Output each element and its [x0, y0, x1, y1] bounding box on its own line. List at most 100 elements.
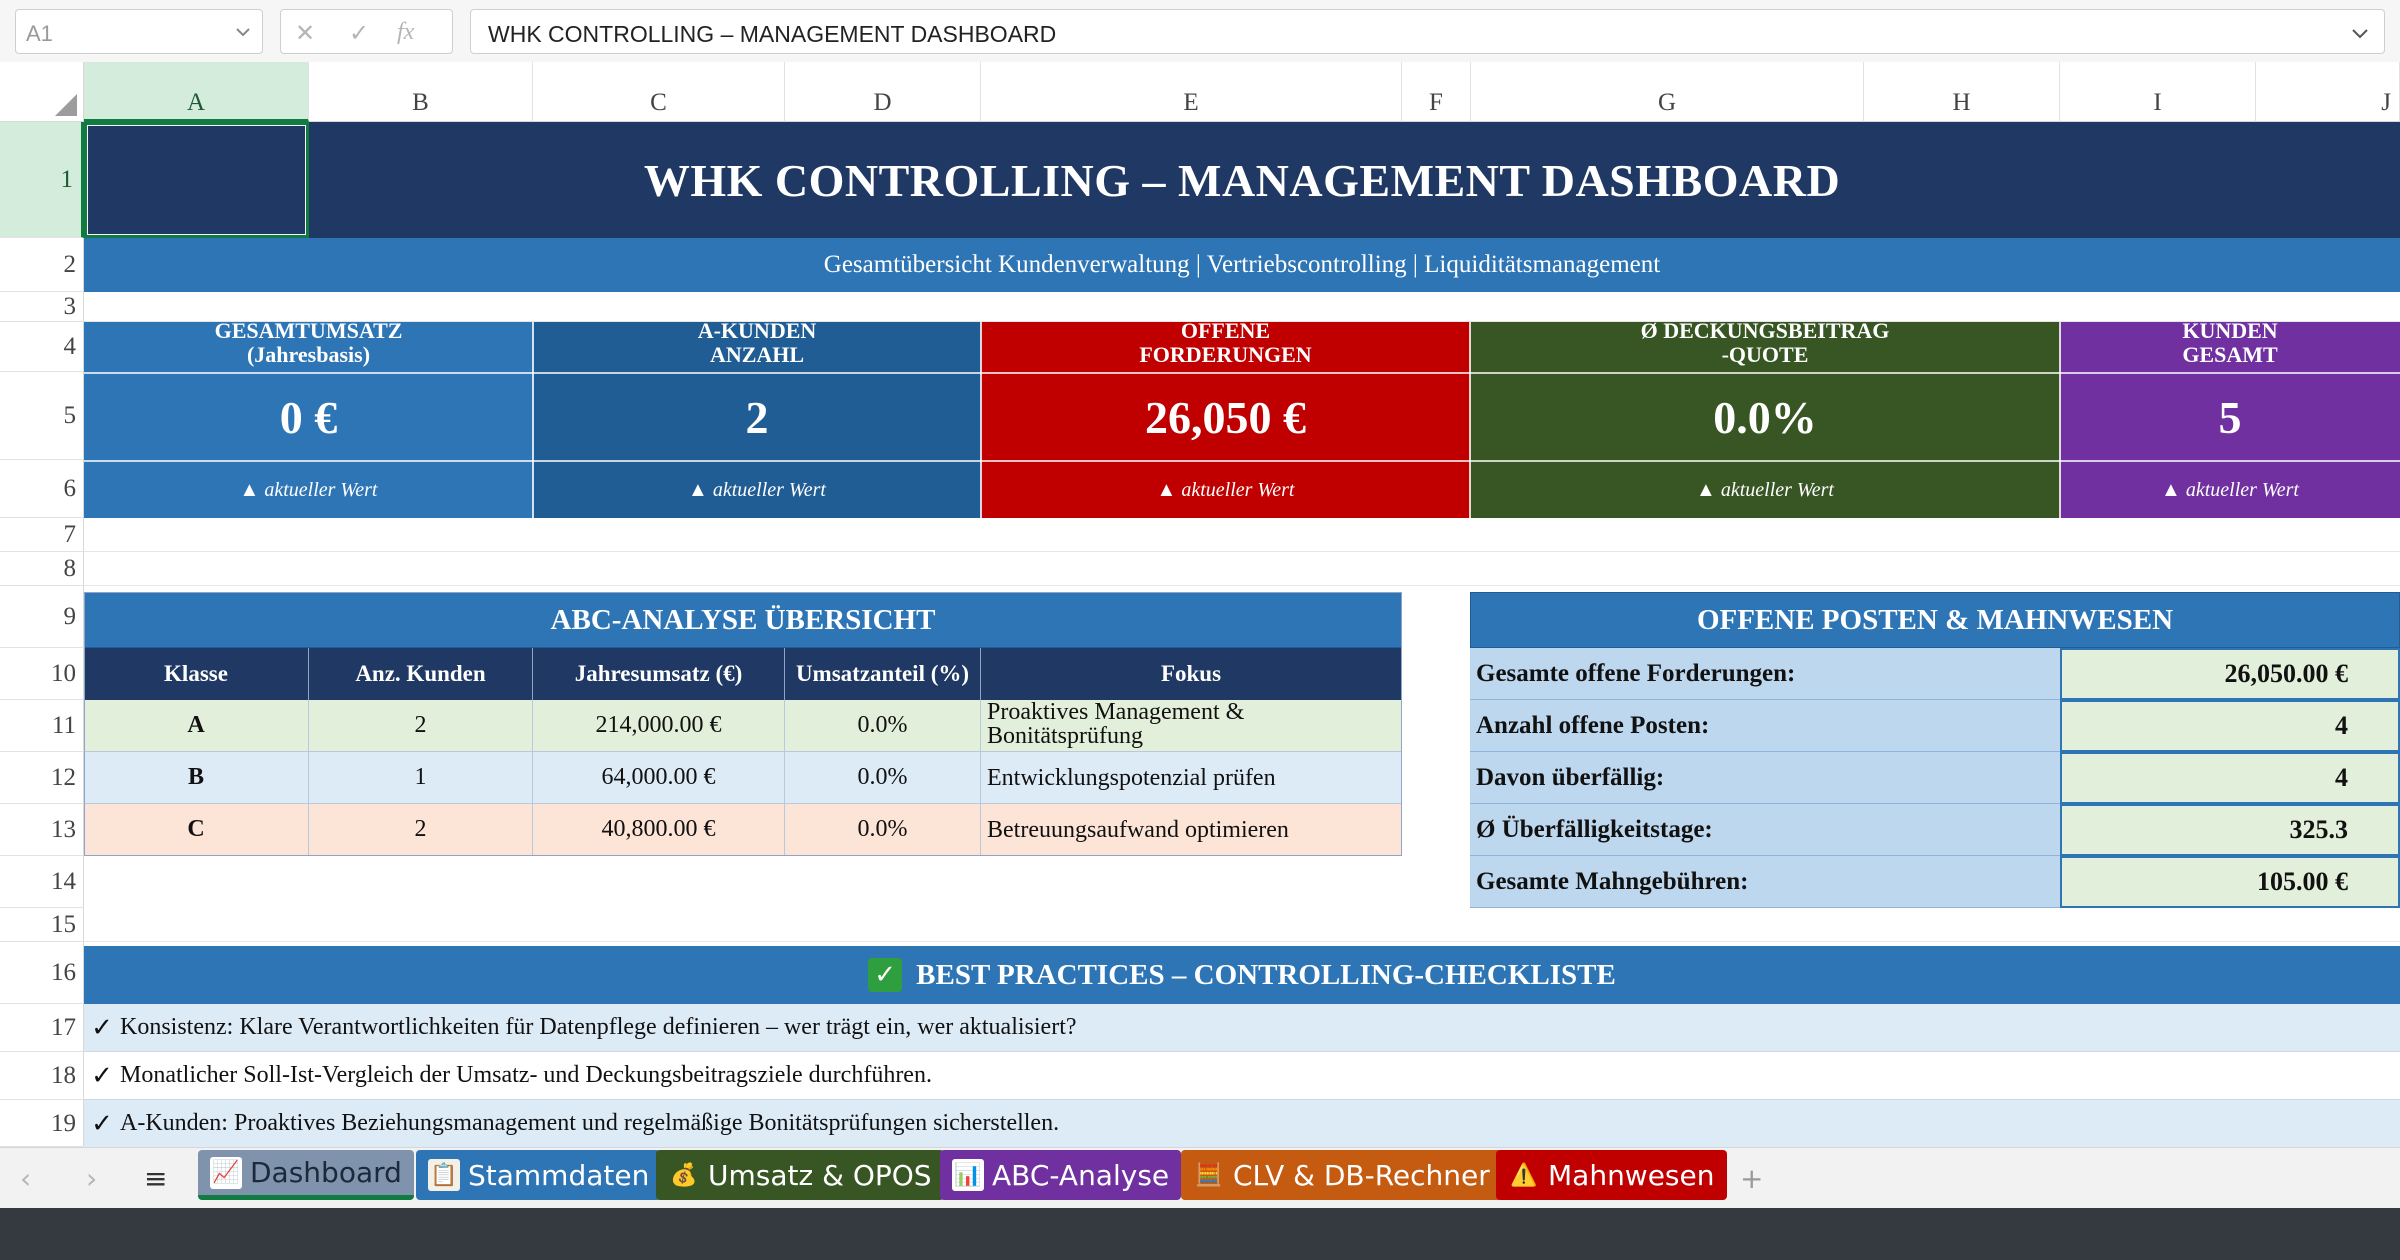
- row-header-7[interactable]: 7: [0, 518, 84, 552]
- abc-cell-anteil[interactable]: 0.0%: [785, 752, 981, 804]
- column-header-c[interactable]: C: [533, 62, 785, 122]
- dashboard-title: WHK CONTROLLING – MANAGEMENT DASHBOARD: [643, 154, 1841, 206]
- tab-label: Dashboard: [250, 1156, 402, 1189]
- opos-value[interactable]: 4: [2060, 700, 2400, 752]
- abc-cell-klasse[interactable]: B: [84, 752, 309, 804]
- abacus-icon: 🧮: [1195, 1162, 1223, 1188]
- row-header-6[interactable]: 6: [0, 460, 84, 518]
- kpi-value: 26,050 €: [981, 372, 1470, 460]
- column-header-f[interactable]: F: [1402, 62, 1471, 122]
- row-header-2[interactable]: 2: [0, 238, 84, 292]
- row-header-19[interactable]: 19: [0, 1100, 84, 1147]
- opos-label: Davon überfällig:: [1470, 752, 2060, 804]
- checklist-title-banner: ✓ BEST PRACTICES – CONTROLLING-CHECKLIST…: [84, 946, 2400, 1004]
- opos-label: Gesamte offene Forderungen:: [1470, 648, 2060, 700]
- row-header-11[interactable]: 11: [0, 700, 84, 752]
- opos-value[interactable]: 26,050.00 €: [2060, 648, 2400, 700]
- abc-cell-klasse[interactable]: C: [84, 804, 309, 856]
- tab-clv-db-rechner[interactable]: 🧮 CLV & DB-Rechner: [1181, 1150, 1502, 1200]
- abc-cell-anzahl[interactable]: 2: [309, 804, 533, 856]
- abc-cell-anteil[interactable]: 0.0%: [785, 804, 981, 856]
- opos-value[interactable]: 4: [2060, 752, 2400, 804]
- chevron-down-icon[interactable]: [234, 23, 252, 41]
- abc-cell-umsatz[interactable]: 214,000.00 €: [533, 700, 785, 752]
- tab-stammdaten[interactable]: 📋 Stammdaten: [416, 1150, 662, 1200]
- column-header-h[interactable]: H: [1864, 62, 2060, 122]
- select-all-corner[interactable]: [0, 62, 84, 122]
- row-header-column: 1 2 3 4 5 6 7 8 9 10 11 12 13 14 15 16 1…: [0, 122, 84, 1147]
- formula-input[interactable]: WHK CONTROLLING – MANAGEMENT DASHBOARD: [470, 9, 2385, 54]
- row-header-9[interactable]: 9: [0, 586, 84, 648]
- gridline: [84, 941, 2400, 942]
- opos-label: Anzahl offene Posten:: [1470, 700, 2060, 752]
- tab-label: Mahnwesen: [1548, 1158, 1715, 1192]
- column-header-i[interactable]: I: [2060, 62, 2256, 122]
- opos-value[interactable]: 325.3: [2060, 804, 2400, 856]
- tab-label: Umsatz & OPOS: [708, 1158, 932, 1192]
- abc-cell-fokus[interactable]: Betreuungsaufwand optimieren: [981, 804, 1402, 856]
- kpi-note: ▲ aktueller Wert: [533, 460, 981, 518]
- abc-cell-umsatz[interactable]: 40,800.00 €: [533, 804, 785, 856]
- tab-abc-analyse[interactable]: 📊 ABC-Analyse: [940, 1150, 1182, 1200]
- column-header-bar: A B C D E F G H I J: [0, 62, 2400, 122]
- tab-umsatz-opos[interactable]: 💰 Umsatz & OPOS: [656, 1150, 944, 1200]
- sheet-menu-icon[interactable]: ≡: [144, 1162, 168, 1195]
- row-header-3[interactable]: 3: [0, 292, 84, 322]
- check-box-icon: ✓: [868, 958, 903, 992]
- row-header-10[interactable]: 10: [0, 648, 84, 700]
- selected-cell-a1[interactable]: [84, 122, 309, 238]
- kpi-label: A-KUNDEN ANZAHL: [533, 322, 981, 372]
- checklist-item[interactable]: ✓ Monatlicher Soll-Ist-Vergleich der Ums…: [84, 1052, 2400, 1100]
- kpi-label: Ø DECKUNGSBEITRAG -QUOTE: [1470, 322, 2060, 372]
- kpi-label: KUNDEN GESAMT: [2060, 322, 2400, 372]
- abc-cell-klasse[interactable]: A: [84, 700, 309, 752]
- sheet-grid[interactable]: WHK CONTROLLING – MANAGEMENT DASHBOARD G…: [84, 122, 2400, 1147]
- row-header-4[interactable]: 4: [0, 322, 84, 372]
- abc-cell-fokus[interactable]: Entwicklungspotenzial prüfen: [981, 752, 1402, 804]
- cancel-icon[interactable]: ✕: [295, 20, 316, 47]
- row-header-8[interactable]: 8: [0, 552, 84, 586]
- tab-mahnwesen[interactable]: ⚠️ Mahnwesen: [1496, 1150, 1727, 1200]
- tab-dashboard[interactable]: 📈 Dashboard: [198, 1150, 414, 1200]
- function-icon[interactable]: fx: [397, 19, 415, 45]
- kpi-note: ▲ aktueller Wert: [1470, 460, 2060, 518]
- opos-value[interactable]: 105.00 €: [2060, 856, 2400, 908]
- name-box[interactable]: A1: [15, 9, 263, 54]
- column-header-d[interactable]: D: [785, 62, 981, 122]
- abc-header-fokus: Fokus: [981, 648, 1402, 700]
- check-mark-icon: ✓: [91, 1108, 113, 1139]
- column-header-g[interactable]: G: [1471, 62, 1864, 122]
- row-header-13[interactable]: 13: [0, 804, 84, 856]
- abc-cell-anzahl[interactable]: 2: [309, 700, 533, 752]
- checklist-item[interactable]: ✓ A-Kunden: Proaktives Beziehungsmanagem…: [84, 1100, 2400, 1147]
- row-header-16[interactable]: 16: [0, 942, 84, 1004]
- row-header-18[interactable]: 18: [0, 1052, 84, 1100]
- row-header-15[interactable]: 15: [0, 908, 84, 942]
- clipboard-icon: 📋: [428, 1159, 460, 1191]
- add-sheet-icon[interactable]: +: [1740, 1162, 1764, 1195]
- check-mark-icon: ✓: [91, 1012, 113, 1043]
- enter-icon[interactable]: ✓: [349, 20, 370, 47]
- sheet-tab-bar: ‹ › ≡ 📈 Dashboard 📋 Stammdaten 💰 Umsatz …: [0, 1147, 2400, 1208]
- abc-cell-umsatz[interactable]: 64,000.00 €: [533, 752, 785, 804]
- column-header-j[interactable]: J: [2256, 62, 2400, 122]
- kpi-note: ▲ aktueller Wert: [981, 460, 1470, 518]
- kpi-value: 5: [2060, 372, 2400, 460]
- column-header-b[interactable]: B: [309, 62, 533, 122]
- abc-cell-fokus[interactable]: Proaktives Management & Bonitätsprüfung: [981, 700, 1402, 752]
- next-sheet-icon[interactable]: ›: [86, 1162, 98, 1195]
- checklist-item[interactable]: ✓ Konsistenz: Klare Verantwortlichkeiten…: [84, 1004, 2400, 1052]
- abc-cell-anzahl[interactable]: 1: [309, 752, 533, 804]
- column-header-e[interactable]: E: [981, 62, 1402, 122]
- kpi-value: 0 €: [84, 372, 533, 460]
- row-header-5[interactable]: 5: [0, 372, 84, 460]
- prev-sheet-icon[interactable]: ‹: [20, 1162, 32, 1195]
- column-header-a[interactable]: A: [84, 62, 309, 122]
- row-header-12[interactable]: 12: [0, 752, 84, 804]
- expand-formula-icon[interactable]: [2350, 23, 2370, 43]
- row-header-1[interactable]: 1: [0, 122, 84, 238]
- abc-cell-anteil[interactable]: 0.0%: [785, 700, 981, 752]
- row-header-14[interactable]: 14: [0, 856, 84, 908]
- row-header-17[interactable]: 17: [0, 1004, 84, 1052]
- abc-header-klasse: Klasse: [84, 648, 309, 700]
